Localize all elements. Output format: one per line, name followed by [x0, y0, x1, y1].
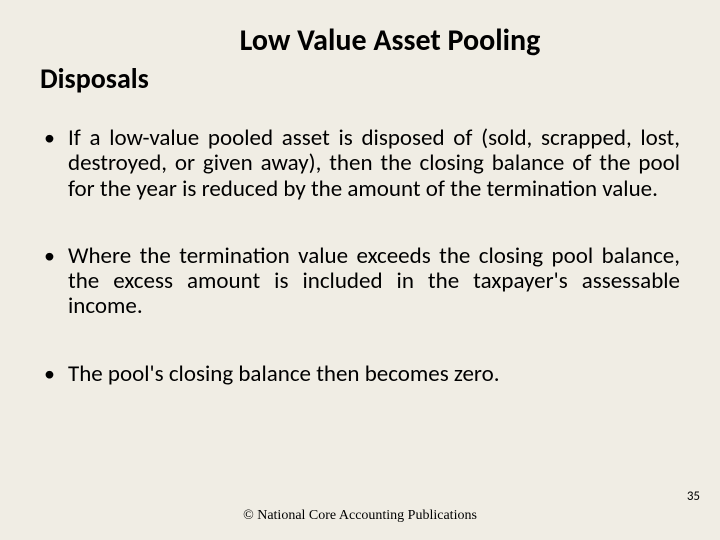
- bullet-item: Where the termination value exceeds the …: [40, 244, 680, 320]
- footer-copyright: © National Core Accounting Publications: [0, 508, 720, 524]
- bullet-list: If a low-value pooled asset is disposed …: [40, 126, 680, 387]
- bullet-item: If a low-value pooled asset is disposed …: [40, 126, 680, 202]
- slide-subtitle: Disposals: [40, 61, 680, 96]
- bullet-item: The pool's closing balance then becomes …: [40, 362, 680, 387]
- page-number: 35: [687, 489, 700, 504]
- slide-title: Low Value Asset Pooling: [100, 22, 680, 59]
